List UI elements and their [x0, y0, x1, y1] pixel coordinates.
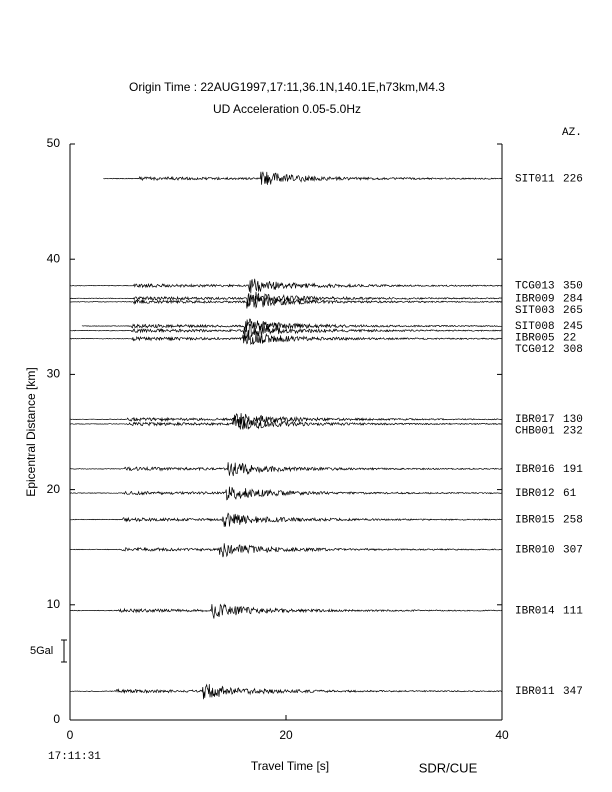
azimuth-label: 22 [563, 332, 576, 344]
seismogram-trace [69, 416, 502, 430]
origin-clock: 17:11:31 [48, 751, 101, 763]
y-tick-label: 40 [47, 251, 61, 265]
azimuth-label: 284 [563, 293, 583, 305]
station-label: IBR016 [515, 464, 555, 476]
x-tick-label: 40 [495, 728, 509, 742]
station-label: SIT003 [515, 305, 555, 317]
station-label: IBR017 [515, 414, 555, 426]
y-tick-label: 10 [47, 597, 61, 611]
seismogram-trace [69, 323, 502, 339]
station-label: IBR015 [515, 514, 555, 526]
station-label: IBR011 [515, 686, 555, 698]
station-label: SIT011 [515, 173, 555, 185]
station-label: TCG012 [515, 344, 555, 356]
azimuth-label: 350 [563, 281, 583, 293]
chart-subtitle: UD Acceleration 0.05-5.0Hz [213, 102, 361, 116]
station-label: CHB001 [515, 426, 555, 438]
seismogram-trace [69, 683, 502, 700]
seismogram-trace [69, 331, 502, 346]
seismogram-trace [69, 291, 502, 307]
azimuth-label: 191 [563, 464, 583, 476]
seismogram-trace [69, 543, 502, 558]
azimuth-label: 308 [563, 344, 583, 356]
station-label: IBR005 [515, 332, 555, 344]
station-label: IBR009 [515, 293, 555, 305]
azimuth-label: 245 [563, 321, 583, 333]
station-label: IBR012 [515, 488, 555, 500]
seismogram-trace [81, 318, 502, 332]
x-tick-label: 0 [67, 728, 74, 742]
seismogram-trace [103, 171, 503, 185]
y-axis-label: Epicentral Distance [km] [24, 367, 38, 496]
station-label: SIT008 [515, 321, 555, 333]
seismogram-trace [69, 486, 502, 501]
seismogram-trace [69, 462, 502, 477]
y-tick-label: 50 [47, 136, 61, 150]
azimuth-label: 61 [563, 488, 577, 500]
azimuth-label: 265 [563, 305, 583, 317]
scale-label: 5Gal [30, 645, 53, 657]
scale-bar [61, 639, 67, 663]
x-axis-label: Travel Time [s] [251, 759, 329, 773]
seismogram-trace [69, 278, 502, 294]
y-tick-label: 20 [47, 482, 61, 496]
azimuth-label: 307 [563, 544, 583, 556]
azimuth-header: AZ. [562, 127, 582, 139]
azimuth-label: 232 [563, 426, 583, 438]
station-label: TCG013 [515, 281, 555, 293]
azimuth-label: 347 [563, 686, 583, 698]
x-tick-label: 20 [279, 728, 293, 742]
azimuth-label: 111 [563, 605, 583, 617]
azimuth-label: 130 [563, 414, 583, 426]
seismogram-trace [69, 413, 502, 428]
station-label: IBR014 [515, 605, 555, 617]
azimuth-label: 258 [563, 514, 583, 526]
credit: SDR/CUE [419, 760, 478, 775]
station-label: IBR010 [515, 544, 555, 556]
y-tick-label: 30 [47, 367, 61, 381]
azimuth-label: 226 [563, 173, 583, 185]
chart-title: Origin Time : 22AUG1997,17:11,36.1N,140.… [129, 80, 445, 94]
seismogram-trace [69, 512, 502, 527]
seismogram-trace [69, 603, 502, 619]
y-tick-label: 0 [53, 712, 60, 726]
seismogram-trace [69, 294, 502, 309]
